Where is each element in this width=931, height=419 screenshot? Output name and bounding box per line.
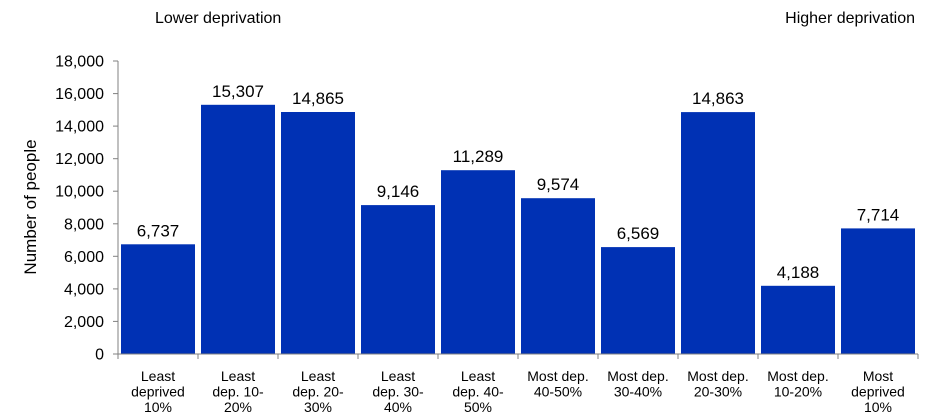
data-label: 9,146	[377, 182, 420, 201]
bar	[201, 104, 275, 354]
data-label: 4,188	[777, 263, 820, 282]
data-label: 14,865	[292, 89, 344, 108]
y-tick-label: 10,000	[55, 184, 104, 201]
data-label: 15,307	[212, 82, 264, 101]
data-label: 7,714	[857, 205, 900, 224]
x-tick-label: Most dep. 10-20%	[767, 368, 828, 400]
data-label: 9,574	[537, 175, 580, 194]
x-tick-label: Most deprived 10%	[851, 368, 905, 415]
bar	[281, 112, 355, 354]
y-tick-label: 8,000	[64, 216, 104, 233]
bar	[601, 247, 675, 354]
bar	[521, 198, 595, 354]
bar	[121, 244, 195, 354]
bar	[361, 205, 435, 354]
x-tick-label: Most dep. 30-40%	[607, 368, 668, 400]
x-tick-label: Least dep. 10-20%	[212, 368, 264, 415]
bar	[841, 228, 915, 354]
bar	[681, 112, 755, 354]
y-tick-label: 16,000	[55, 86, 104, 103]
x-tick-label: Least dep. 20-30%	[292, 368, 344, 415]
y-axis-title: Number of people	[21, 139, 40, 274]
x-tick-label: Least dep. 40-50%	[452, 368, 504, 415]
data-label: 6,569	[617, 224, 660, 243]
y-tick-label: 14,000	[55, 119, 104, 136]
x-tick-label: Least dep. 30-40%	[372, 368, 424, 415]
data-label: 14,863	[692, 89, 744, 108]
y-tick-label: 12,000	[55, 151, 104, 168]
x-tick-label: Least deprived 10%	[131, 368, 185, 415]
bar	[761, 285, 835, 354]
y-tick-label: 4,000	[64, 281, 104, 298]
y-tick-label: 0	[95, 347, 104, 364]
data-label: 11,289	[453, 147, 504, 166]
y-tick-label: 18,000	[55, 54, 104, 71]
annotation-higher-deprivation: Higher deprivation	[785, 10, 915, 27]
x-tick-label: Most dep. 20-30%	[687, 368, 748, 400]
y-tick-label: 2,000	[64, 314, 104, 331]
bar	[441, 170, 515, 354]
x-tick-label: Most dep. 40-50%	[527, 368, 588, 400]
y-tick-label: 6,000	[64, 249, 104, 266]
annotation-lower-deprivation: Lower deprivation	[155, 10, 281, 27]
data-label: 6,737	[137, 221, 180, 240]
plot-area: 6,737 15,307 14,865 9,146 11,289 9,574 6,569 14…	[55, 54, 919, 415]
